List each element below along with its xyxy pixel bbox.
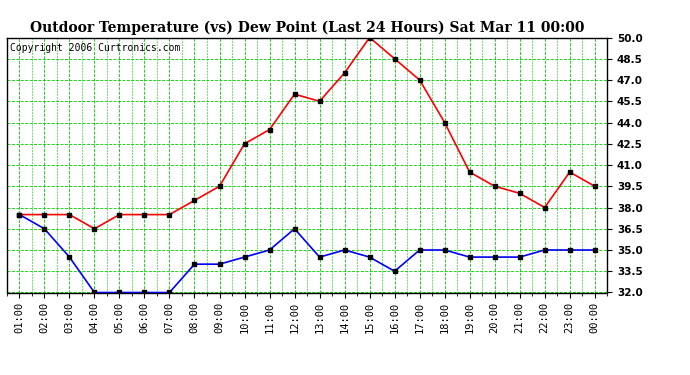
Text: Copyright 2006 Curtronics.com: Copyright 2006 Curtronics.com — [10, 43, 180, 52]
Title: Outdoor Temperature (vs) Dew Point (Last 24 Hours) Sat Mar 11 00:00: Outdoor Temperature (vs) Dew Point (Last… — [30, 21, 584, 35]
